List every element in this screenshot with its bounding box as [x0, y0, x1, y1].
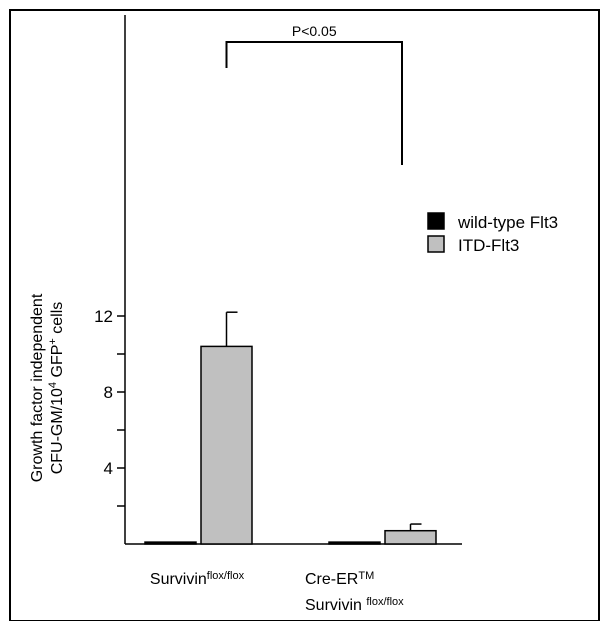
category-label-survivin: Survivinflox/flox: [150, 570, 245, 588]
bar-1-1: [384, 529, 437, 545]
y-tick-label-4: 4: [104, 459, 113, 478]
legend: wild-type Flt3 ITD-Flt3: [427, 212, 558, 255]
significance-text: P<0.05: [292, 23, 337, 39]
error-bars: [225, 311, 422, 531]
legend-label-itd: ITD-Flt3: [458, 236, 519, 255]
category-label-cre-er-line2: Survivin flox/flox: [305, 596, 404, 614]
significance-bracket: [225, 41, 403, 165]
legend-swatch-wild-type: [427, 212, 445, 230]
bar-1-0: [200, 345, 253, 545]
y-axis-label: Growth factor independent CFU-GM/104 GFP…: [29, 293, 66, 482]
legend-label-wild-type: wild-type Flt3: [457, 213, 558, 232]
y-ticks: 4 8 12: [94, 307, 125, 507]
y-axis-label-line1: Growth factor independent: [29, 293, 46, 482]
significance-annotation: P<0.05: [225, 23, 403, 165]
y-tick-label-12: 12: [94, 307, 113, 326]
outer-border: [9, 9, 600, 621]
bar-0-1: [328, 541, 381, 545]
y-axis-label-line2: CFU-GM/104 GFP+ cells: [47, 302, 66, 475]
y-tick-label-8: 8: [104, 383, 113, 402]
bar-0-0: [144, 541, 197, 545]
bars: [144, 345, 437, 545]
legend-swatch-itd: [427, 235, 445, 253]
category-label-cre-er-line1: Cre-ERTM: [305, 570, 374, 588]
